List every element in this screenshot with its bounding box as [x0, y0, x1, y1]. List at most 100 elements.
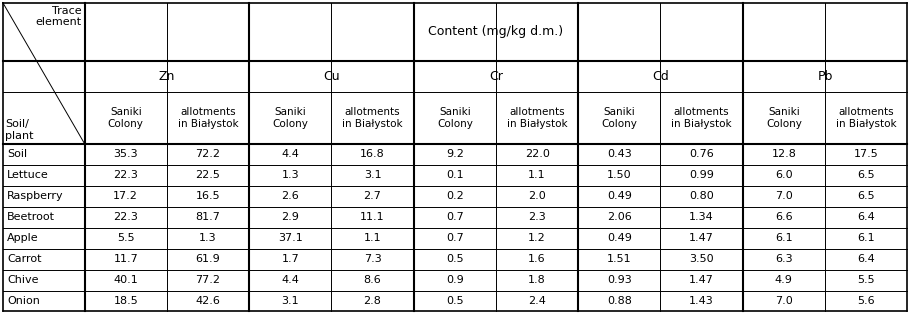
Text: Chive: Chive: [7, 275, 39, 285]
Text: 61.9: 61.9: [196, 254, 220, 264]
Text: 0.80: 0.80: [689, 191, 714, 201]
Text: 6.6: 6.6: [775, 212, 793, 222]
Text: 6.5: 6.5: [857, 191, 875, 201]
Text: 72.2: 72.2: [196, 149, 220, 159]
Text: 16.5: 16.5: [196, 191, 220, 201]
Text: 1.6: 1.6: [529, 254, 546, 264]
Text: 3.1: 3.1: [281, 296, 299, 306]
Text: 18.5: 18.5: [114, 296, 138, 306]
Text: 22.3: 22.3: [114, 170, 138, 180]
Text: Saniki
Colony: Saniki Colony: [437, 107, 473, 129]
Text: 12.8: 12.8: [772, 149, 796, 159]
Text: 22.3: 22.3: [114, 212, 138, 222]
Text: 7.0: 7.0: [775, 191, 793, 201]
Text: 1.50: 1.50: [607, 170, 632, 180]
Text: 17.5: 17.5: [854, 149, 878, 159]
Text: Soil: Soil: [7, 149, 27, 159]
Text: Onion: Onion: [7, 296, 40, 306]
Text: 1.47: 1.47: [689, 275, 714, 285]
Text: Saniki
Colony: Saniki Colony: [602, 107, 637, 129]
Text: 8.6: 8.6: [364, 275, 381, 285]
Text: allotments
in Białystok: allotments in Białystok: [507, 107, 568, 129]
Text: 7.0: 7.0: [775, 296, 793, 306]
Text: 0.76: 0.76: [689, 149, 714, 159]
Text: 0.93: 0.93: [607, 275, 632, 285]
Text: 9.2: 9.2: [446, 149, 464, 159]
Text: 0.49: 0.49: [607, 191, 632, 201]
Text: Lettuce: Lettuce: [7, 170, 49, 180]
Text: 2.6: 2.6: [281, 191, 299, 201]
Text: 0.5: 0.5: [446, 296, 463, 306]
Text: 6.1: 6.1: [775, 233, 793, 243]
Text: 0.88: 0.88: [607, 296, 632, 306]
Text: 7.3: 7.3: [364, 254, 381, 264]
Text: 1.3: 1.3: [281, 170, 299, 180]
Text: Raspberry: Raspberry: [7, 191, 64, 201]
Text: 6.1: 6.1: [857, 233, 875, 243]
Text: Cu: Cu: [323, 70, 339, 83]
Text: 5.5: 5.5: [117, 233, 135, 243]
Text: 35.3: 35.3: [114, 149, 138, 159]
Text: 1.8: 1.8: [528, 275, 546, 285]
Text: 22.5: 22.5: [196, 170, 220, 180]
Text: Content (mg/kg d.m.): Content (mg/kg d.m.): [429, 25, 563, 38]
Text: 11.7: 11.7: [114, 254, 138, 264]
Text: 77.2: 77.2: [196, 275, 220, 285]
Text: 4.4: 4.4: [281, 275, 299, 285]
Text: 11.1: 11.1: [360, 212, 385, 222]
Text: 0.5: 0.5: [446, 254, 463, 264]
Text: 1.1: 1.1: [364, 233, 381, 243]
Text: 2.8: 2.8: [364, 296, 381, 306]
Text: 17.2: 17.2: [114, 191, 138, 201]
Text: Saniki
Colony: Saniki Colony: [272, 107, 308, 129]
Text: 6.0: 6.0: [775, 170, 793, 180]
Text: 22.0: 22.0: [525, 149, 550, 159]
Text: 5.6: 5.6: [857, 296, 875, 306]
Text: Saniki
Colony: Saniki Colony: [766, 107, 802, 129]
Text: Cr: Cr: [489, 70, 503, 83]
Text: 3.1: 3.1: [364, 170, 381, 180]
Text: 1.2: 1.2: [528, 233, 546, 243]
Text: 1.47: 1.47: [689, 233, 714, 243]
Text: 1.1: 1.1: [529, 170, 546, 180]
Text: 2.3: 2.3: [528, 212, 546, 222]
Text: 0.7: 0.7: [446, 212, 464, 222]
Text: 1.43: 1.43: [689, 296, 714, 306]
Text: 0.99: 0.99: [689, 170, 714, 180]
Text: 0.43: 0.43: [607, 149, 632, 159]
Text: 0.2: 0.2: [446, 191, 464, 201]
Text: allotments
in Białystok: allotments in Białystok: [672, 107, 732, 129]
Text: allotments
in Białystok: allotments in Białystok: [342, 107, 403, 129]
Text: Pb: Pb: [817, 70, 833, 83]
Text: 4.4: 4.4: [281, 149, 299, 159]
Text: 6.3: 6.3: [775, 254, 793, 264]
Text: 6.4: 6.4: [857, 212, 875, 222]
Text: 6.5: 6.5: [857, 170, 875, 180]
Text: 40.1: 40.1: [114, 275, 138, 285]
Text: 0.49: 0.49: [607, 233, 632, 243]
Text: Saniki
Colony: Saniki Colony: [107, 107, 144, 129]
Text: Carrot: Carrot: [7, 254, 42, 264]
Text: 1.51: 1.51: [607, 254, 632, 264]
Text: Beetroot: Beetroot: [7, 212, 56, 222]
Text: Trace
element: Trace element: [35, 6, 82, 27]
Text: Cd: Cd: [652, 70, 669, 83]
Text: 4.9: 4.9: [775, 275, 793, 285]
Text: Zn: Zn: [158, 70, 175, 83]
Text: Soil/
plant: Soil/ plant: [5, 119, 34, 141]
Text: 0.7: 0.7: [446, 233, 464, 243]
Text: 2.06: 2.06: [607, 212, 632, 222]
Text: 3.50: 3.50: [689, 254, 714, 264]
Text: 16.8: 16.8: [360, 149, 385, 159]
Text: allotments
in Białystok: allotments in Białystok: [835, 107, 896, 129]
Text: Apple: Apple: [7, 233, 39, 243]
Text: 2.4: 2.4: [528, 296, 546, 306]
Text: allotments
in Białystok: allotments in Białystok: [177, 107, 238, 129]
Text: 1.34: 1.34: [689, 212, 714, 222]
Text: 81.7: 81.7: [196, 212, 220, 222]
Text: 2.0: 2.0: [528, 191, 546, 201]
Text: 2.7: 2.7: [364, 191, 381, 201]
Text: 0.9: 0.9: [446, 275, 464, 285]
Text: 2.9: 2.9: [281, 212, 299, 222]
Text: 42.6: 42.6: [196, 296, 220, 306]
